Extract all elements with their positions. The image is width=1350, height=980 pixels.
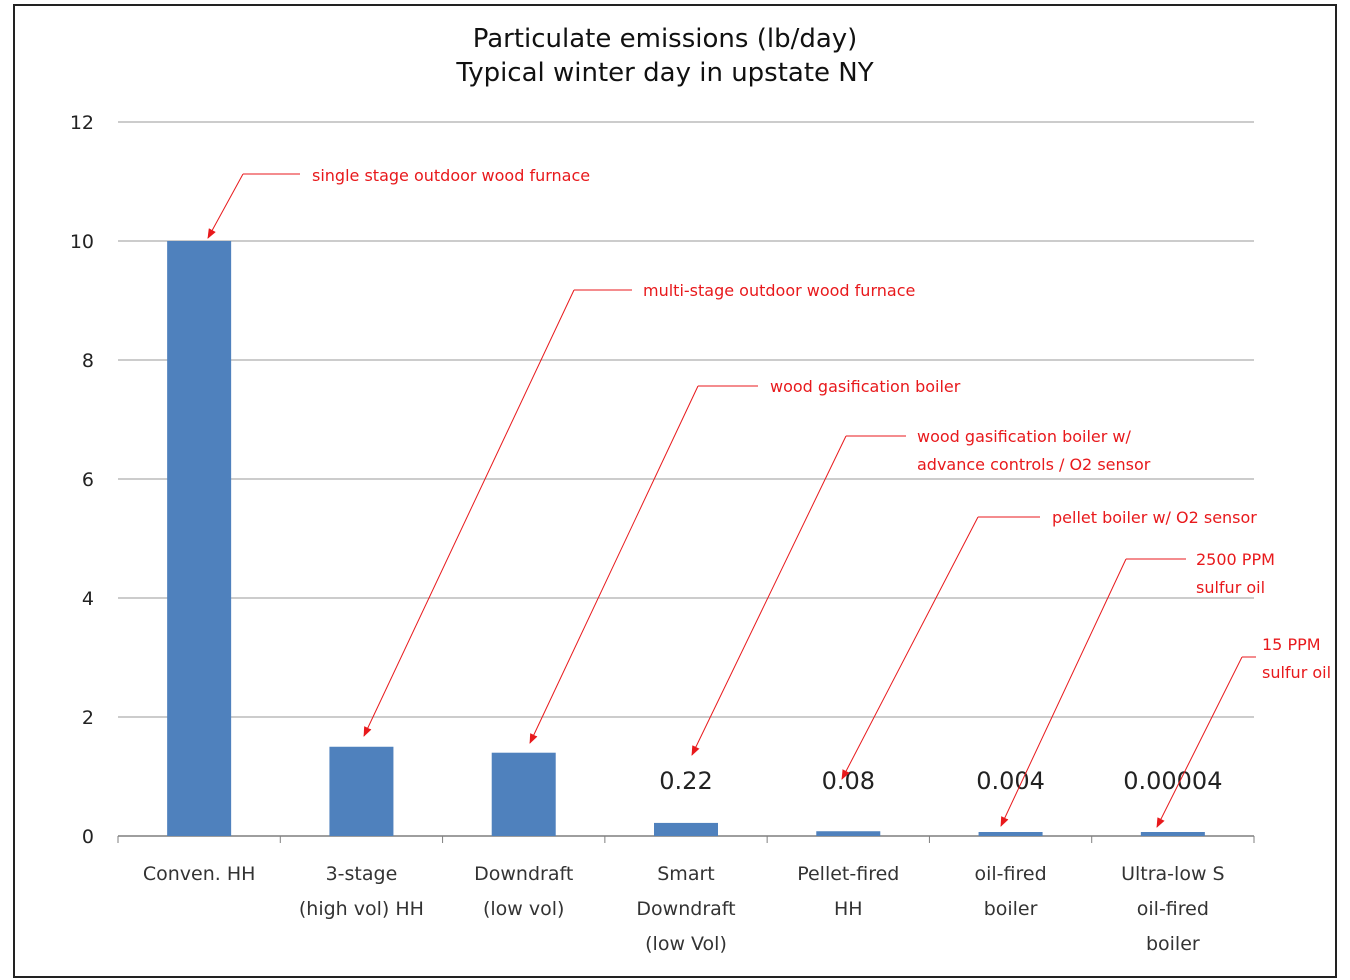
annotation-arrow	[363, 289, 575, 737]
annotation-label-line: wood gasification boiler w/	[917, 427, 1131, 446]
y-tick-label: 0	[82, 826, 94, 848]
bar	[816, 831, 881, 836]
x-tick-label: Pellet-fired HH	[797, 863, 899, 920]
data-label: 0.00004	[1123, 767, 1222, 795]
y-tick-label: 12	[70, 112, 94, 134]
data-label: 0.004	[976, 767, 1045, 795]
annotation-label: wood gasification boiler w/advance contr…	[917, 427, 1151, 474]
annotation-arrow	[1000, 558, 1127, 827]
x-tick-label-line: Ultra-low S	[1121, 863, 1225, 885]
bar	[491, 752, 556, 836]
annotation-label-line: sulfur oil	[1262, 663, 1331, 682]
bar	[978, 832, 1043, 836]
annotation-label: multi-stage outdoor wood furnace	[643, 281, 915, 300]
x-tick-label-line: Smart	[657, 863, 714, 885]
x-tick-label-line: (low Vol)	[645, 933, 727, 955]
chart-title-line: Particulate emissions (lb/day)	[473, 24, 858, 54]
bar	[1140, 832, 1205, 836]
annotation-arrow	[841, 516, 979, 780]
x-tick-label-line: boiler	[984, 898, 1038, 920]
y-tick-label: 6	[82, 469, 94, 491]
x-tick-label: Downdraft (low vol)	[474, 863, 573, 920]
y-tick-label: 10	[70, 231, 94, 253]
data-labels: 0.22 0.08 0.004 0.00004	[659, 767, 1222, 795]
x-tick-label: 3-stage (high vol) HH	[299, 863, 424, 920]
x-tick-label: Conven. HH	[143, 863, 256, 885]
annotation-label-line: advance controls / O2 sensor	[917, 455, 1151, 474]
bar	[329, 746, 394, 836]
data-label: 0.22	[659, 767, 712, 795]
chart-frame	[13, 4, 1337, 978]
x-tick-label-line: HH	[834, 898, 863, 920]
x-tick-label-line: Downdraft	[636, 898, 735, 920]
annotation-label-line: 15 PPM	[1262, 635, 1321, 654]
annotation-label-line: multi-stage outdoor wood furnace	[643, 281, 915, 300]
bars	[167, 241, 1205, 836]
x-tick-label-line: (low vol)	[483, 898, 564, 920]
x-tick-label: oil-fired boiler	[974, 863, 1046, 920]
chart-title-line: Typical winter day in upstate NY	[455, 58, 873, 88]
annotation-label: 2500 PPM sulfur oil	[1196, 550, 1275, 597]
annotation-arrow	[691, 435, 847, 756]
annotation-label: pellet boiler w/ O2 sensor	[1052, 508, 1257, 527]
x-tick-label-line: oil-fired	[974, 863, 1046, 885]
x-tick-label: Ultra-low S oil-fired boiler	[1121, 863, 1225, 955]
x-tick-label-line: Pellet-fired	[797, 863, 899, 885]
annotations: single stage outdoor wood furnace multi-s…	[207, 166, 1331, 828]
annotation-label-line: wood gasification boiler	[770, 377, 961, 396]
annotation-arrow	[1156, 656, 1243, 828]
data-label: 0.08	[822, 767, 875, 795]
x-tick-label-line: Downdraft	[474, 863, 573, 885]
y-tick-label: 8	[82, 350, 94, 372]
annotation-label: wood gasification boiler	[770, 377, 961, 396]
x-tick-label-line: boiler	[1146, 933, 1200, 955]
x-tick-label: Smart Downdraft (low Vol)	[636, 863, 735, 955]
x-tick-label-line: Conven. HH	[143, 863, 256, 885]
annotation-label-line: sulfur oil	[1196, 578, 1265, 597]
y-axis-ticks: 0 2 4 6 8 10 12	[70, 112, 94, 848]
annotation-arrow	[207, 173, 244, 239]
chart-title: Particulate emissions (lb/day) Typical wi…	[455, 24, 873, 88]
annotation-label: single stage outdoor wood furnace	[312, 166, 590, 185]
bar	[654, 822, 718, 836]
annotation-arrow	[529, 385, 699, 744]
y-tick-label: 4	[82, 588, 94, 610]
annotation-label-line: 2500 PPM	[1196, 550, 1275, 569]
x-axis-ticks: Conven. HH 3-stage (high vol) HH Downdraft (…	[143, 863, 1225, 955]
gridlines	[117, 121, 1255, 843]
x-tick-label-line: 3-stage	[326, 863, 398, 885]
x-tick-label-line: (high vol) HH	[299, 898, 424, 920]
annotation-label-line: single stage outdoor wood furnace	[312, 166, 590, 185]
annotation-label-line: pellet boiler w/ O2 sensor	[1052, 508, 1257, 527]
bar	[167, 241, 232, 836]
annotation-label: 15 PPM sulfur oil	[1262, 635, 1331, 682]
x-tick-label-line: oil-fired	[1137, 898, 1209, 920]
y-tick-label: 2	[82, 707, 94, 729]
